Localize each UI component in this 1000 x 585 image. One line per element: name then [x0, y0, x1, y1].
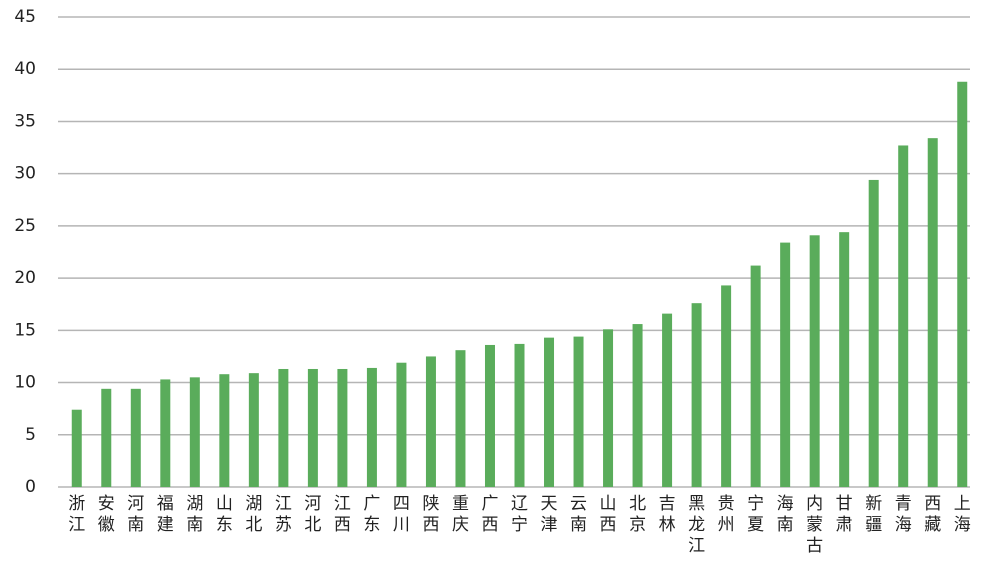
- bar: [868, 179, 879, 487]
- bar: [455, 350, 466, 487]
- y-tick-label: 0: [25, 477, 36, 497]
- y-tick-label: 45: [14, 7, 36, 27]
- x-tick-label: 云南: [570, 494, 587, 535]
- bar: [484, 344, 495, 487]
- bar: [839, 232, 850, 487]
- x-tick-label: 陕西: [422, 494, 439, 535]
- x-tick-label: 河北: [304, 494, 321, 535]
- x-tick-label: 黑龙江: [688, 494, 705, 556]
- x-tick-label: 山东: [216, 494, 233, 535]
- x-tick-label: 新疆: [865, 494, 882, 535]
- x-tick-label: 辽宁: [511, 494, 528, 535]
- bar: [248, 373, 259, 487]
- bar: [278, 368, 289, 487]
- y-tick-label: 25: [14, 216, 36, 236]
- x-tick-label: 内蒙古: [806, 494, 823, 556]
- x-tick-label: 江西: [334, 494, 351, 535]
- bar: [721, 285, 732, 487]
- x-tick-label: 福建: [157, 494, 174, 535]
- x-tick-label: 贵州: [718, 494, 735, 535]
- bar: [691, 303, 702, 487]
- bar: [219, 374, 230, 487]
- y-tick-label: 40: [14, 59, 36, 79]
- x-tick-label: 浙江: [68, 494, 85, 535]
- bar: [366, 367, 377, 487]
- y-tick-label: 10: [14, 373, 36, 393]
- x-tick-label: 山西: [600, 494, 617, 535]
- y-tick-label: 15: [14, 320, 36, 340]
- x-tick-label: 湖北: [245, 494, 262, 535]
- x-tick-label: 海南: [777, 494, 794, 535]
- x-tick-label: 青海: [895, 494, 912, 535]
- bar: [101, 388, 112, 487]
- bar: [307, 368, 318, 487]
- bar: [544, 337, 555, 487]
- y-tick-label: 20: [14, 268, 36, 288]
- x-tick-label: 北京: [629, 494, 646, 535]
- x-tick-label: 安徽: [98, 494, 115, 535]
- bar: [130, 388, 141, 487]
- bar: [780, 242, 791, 487]
- bar: [189, 377, 200, 487]
- bar: [632, 324, 643, 487]
- x-tick-label: 上海: [954, 494, 971, 535]
- x-tick-label: 广东: [363, 494, 380, 535]
- bar: [957, 81, 968, 487]
- x-tick-label: 宁夏: [747, 494, 764, 535]
- x-tick-label: 河南: [127, 494, 144, 535]
- bar: [160, 379, 171, 487]
- bar: [898, 145, 909, 487]
- bar: [927, 138, 938, 487]
- x-tick-label: 江苏: [275, 494, 292, 535]
- y-tick-label: 5: [25, 425, 36, 445]
- bar: [809, 235, 820, 487]
- bar: [662, 313, 673, 487]
- bar: [337, 368, 348, 487]
- x-tick-label: 重庆: [452, 494, 469, 535]
- x-tick-label: 吉林: [659, 494, 676, 535]
- bar: [573, 336, 584, 487]
- bar: [71, 409, 82, 487]
- bar: [750, 265, 761, 487]
- y-tick-label: 35: [14, 111, 36, 131]
- bar: [514, 343, 525, 487]
- x-tick-label: 四川: [393, 494, 410, 535]
- x-tick-label: 广西: [481, 494, 498, 535]
- bar: [603, 329, 614, 487]
- y-tick-label: 30: [14, 164, 36, 184]
- bar: [396, 362, 407, 487]
- bar: [425, 356, 436, 487]
- x-tick-label: 西藏: [924, 494, 941, 535]
- x-tick-label: 天津: [541, 494, 558, 535]
- x-tick-label: 甘肃: [836, 494, 853, 535]
- x-tick-label: 湖南: [186, 494, 203, 535]
